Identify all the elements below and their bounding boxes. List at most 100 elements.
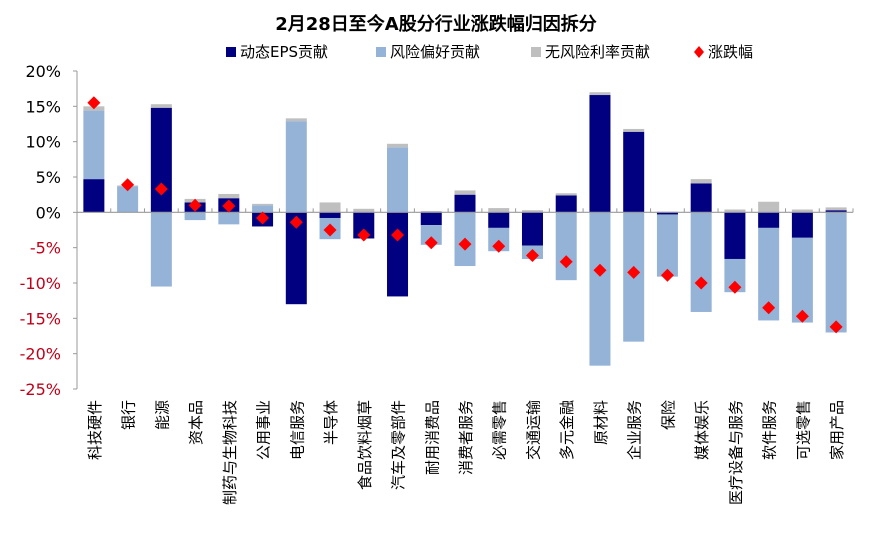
bar-segment (420, 225, 442, 245)
change-marker (424, 236, 438, 250)
change-marker (829, 320, 843, 334)
bar-segment (758, 201, 780, 213)
bar-segment (488, 208, 510, 213)
bar-segment (150, 107, 172, 213)
x-category-label: 耐用消费品 (423, 400, 441, 475)
y-tick-label: -25% (20, 380, 61, 399)
y-tick-label: 0% (36, 203, 61, 222)
bar-segment (690, 179, 712, 184)
x-category-label: 科技硬件 (86, 400, 104, 460)
change-marker (694, 276, 708, 290)
bar-segment (521, 210, 543, 213)
bar-segment (623, 128, 645, 132)
x-category-label: 可选零售 (794, 400, 812, 460)
y-tick-label: 20% (25, 62, 61, 81)
change-marker (593, 263, 607, 277)
bar-segment (555, 195, 577, 213)
bar-segment (758, 212, 780, 228)
bar-segment (656, 212, 678, 215)
x-category-label: 电信服务 (288, 400, 306, 460)
change-marker (391, 228, 405, 242)
bar-segment (387, 143, 409, 148)
x-category-label: 资本品 (187, 400, 205, 445)
x-category-label: 家用产品 (828, 400, 846, 460)
change-marker (121, 178, 135, 192)
bar-segment (825, 212, 847, 333)
x-category-label: 半导体 (322, 400, 340, 445)
bar-segment (117, 186, 139, 213)
change-marker (795, 309, 809, 323)
x-category-label: 软件服务 (761, 400, 779, 460)
x-category-label: 原材料 (592, 400, 610, 445)
bar-segment (454, 194, 476, 213)
y-tick-label: 15% (25, 97, 61, 116)
markers (87, 96, 843, 334)
bar-segment (319, 212, 341, 218)
y-tick-label: -10% (20, 274, 61, 293)
bar-segment (285, 118, 307, 122)
change-marker (323, 223, 337, 237)
x-axis: 科技硬件 银行 能源 资本品 制药与生物科技 公用事业 电信服务 半导体 食品饮料烟草 汽车及零部… (76, 208, 854, 505)
legend-marker (694, 46, 704, 58)
bar-segment (353, 212, 375, 239)
y-tick-label: -15% (20, 309, 61, 328)
change-marker (458, 237, 472, 251)
legend-label: 动态EPS贡献 (240, 43, 328, 61)
bar-segment (791, 212, 813, 238)
change-marker (525, 248, 539, 262)
bar-segment (623, 131, 645, 213)
bar-segment (825, 210, 847, 213)
bar-segment (690, 212, 712, 312)
bar-segment (252, 205, 274, 213)
change-marker (289, 215, 303, 229)
change-marker (222, 199, 236, 213)
change-marker (492, 239, 506, 253)
bar-segment (791, 209, 813, 213)
y-tick-label: -5% (30, 239, 61, 258)
x-category-label: 能源 (153, 400, 171, 430)
bar-segment (555, 193, 577, 196)
bar-segment (724, 209, 746, 213)
change-marker (87, 96, 101, 110)
legend-swatch (226, 47, 236, 57)
change-marker (627, 265, 641, 279)
x-category-label: 银行 (120, 400, 138, 430)
bar-segment (218, 212, 240, 225)
x-category-label: 医疗设备与服务 (727, 400, 745, 505)
bar-segment (825, 207, 847, 211)
change-marker (256, 211, 270, 225)
y-tick-label: 5% (36, 168, 61, 187)
bar-segment (420, 210, 442, 213)
change-marker (154, 182, 168, 196)
bar-segment (387, 147, 409, 213)
legend: 动态EPS贡献 风险偏好贡献 无风险利率贡献 涨跌幅 (226, 43, 753, 61)
x-category-label: 媒体娱乐 (693, 400, 711, 460)
bar-segment (387, 212, 409, 297)
legend-swatch (376, 47, 386, 57)
bar-segment (791, 237, 813, 323)
bar-segment (555, 212, 577, 281)
bar-segment (319, 202, 341, 213)
bar-segment (724, 212, 746, 259)
bar-segment (150, 212, 172, 287)
y-tick-label: 10% (25, 133, 61, 152)
legend-label: 涨跌幅 (708, 43, 753, 61)
legend-label: 无风险利率贡献 (545, 43, 650, 61)
bar-segment (488, 212, 510, 228)
x-category-label: 交通运输 (524, 400, 542, 460)
x-category-label: 食品饮料烟草 (356, 400, 374, 490)
bar-segment (83, 110, 105, 180)
x-category-label: 多元金融 (558, 400, 576, 460)
bar-segment (285, 121, 307, 213)
change-marker (728, 280, 742, 294)
bar-segment (454, 190, 476, 195)
change-marker (762, 301, 776, 315)
x-category-label: 制药与生物科技 (221, 400, 239, 505)
bar-segment (150, 104, 172, 108)
bar-segment (218, 193, 240, 199)
x-category-label: 消费者服务 (457, 400, 475, 475)
legend-label: 风险偏好贡献 (390, 43, 480, 61)
bar-segment (184, 212, 206, 221)
bar-segment (353, 208, 375, 213)
